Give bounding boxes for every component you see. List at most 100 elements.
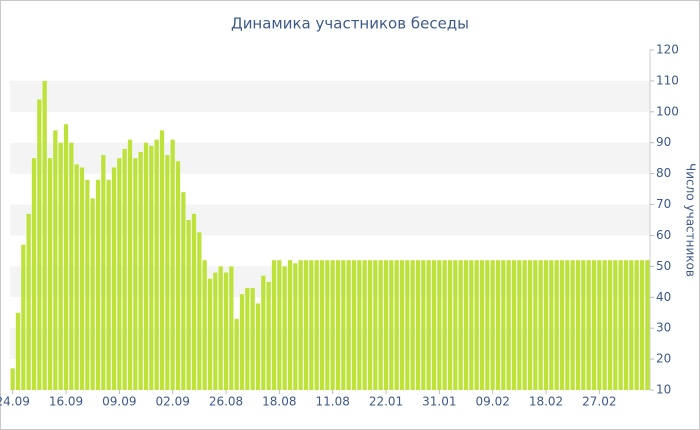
x-tick-label: 09.02 xyxy=(475,395,509,409)
bar xyxy=(37,99,42,391)
y-tick-label: 100 xyxy=(656,104,679,118)
bar xyxy=(138,152,143,390)
bar xyxy=(245,288,250,390)
bar xyxy=(298,260,303,390)
bar xyxy=(277,260,282,390)
bar xyxy=(517,260,522,390)
bar xyxy=(95,179,101,390)
bar xyxy=(389,260,394,390)
bar xyxy=(586,260,591,390)
bar xyxy=(293,263,298,390)
bar xyxy=(69,142,74,390)
bar xyxy=(613,260,618,390)
bar xyxy=(362,260,367,390)
bar xyxy=(554,260,559,390)
bar xyxy=(117,158,122,390)
bar xyxy=(602,260,607,390)
bar xyxy=(207,278,213,390)
x-tick-label: 02.09 xyxy=(155,395,189,409)
bar xyxy=(559,260,565,390)
bar xyxy=(335,260,341,390)
y-tick-label: 20 xyxy=(656,352,671,366)
bar xyxy=(453,260,458,390)
bar xyxy=(415,260,421,390)
bar xyxy=(325,260,330,390)
bar xyxy=(170,139,175,390)
bar xyxy=(202,260,207,390)
x-tick-label: 31.01 xyxy=(422,395,456,409)
bar xyxy=(597,260,602,390)
chart-title: Динамика участников беседы xyxy=(231,15,469,33)
bar xyxy=(522,260,527,390)
bar xyxy=(495,260,501,390)
bar xyxy=(181,192,186,390)
bar xyxy=(410,260,415,390)
bar xyxy=(549,260,554,390)
bar xyxy=(565,260,570,390)
bar xyxy=(431,260,437,390)
bar xyxy=(319,260,325,390)
y-tick-label: 80 xyxy=(656,166,671,180)
bar xyxy=(623,260,629,390)
bar xyxy=(634,260,639,390)
bar xyxy=(266,281,271,390)
bar xyxy=(261,275,266,390)
grid-band xyxy=(10,204,650,236)
bar xyxy=(485,260,490,390)
bar xyxy=(351,260,357,390)
y-tick-label: 90 xyxy=(656,135,671,149)
grid-band xyxy=(10,266,650,298)
y-tick-label: 10 xyxy=(656,383,671,397)
bar xyxy=(501,260,506,390)
bar xyxy=(127,139,133,390)
bar xyxy=(618,260,623,390)
bar xyxy=(367,260,373,390)
bar xyxy=(463,260,469,390)
bar xyxy=(474,260,479,390)
bar xyxy=(533,260,538,390)
bar xyxy=(154,139,159,390)
bar xyxy=(346,260,351,390)
y-axis-label: Число участников xyxy=(684,163,698,277)
bar xyxy=(58,142,63,390)
bar xyxy=(442,260,447,390)
bar xyxy=(490,260,495,390)
bar xyxy=(341,260,346,390)
bar xyxy=(250,288,255,390)
bar xyxy=(191,213,197,390)
y-tick-label: 50 xyxy=(656,259,671,273)
bar xyxy=(421,260,426,390)
bar xyxy=(42,80,47,390)
grid-band xyxy=(10,80,650,112)
x-tick-label: 11.08 xyxy=(315,395,349,409)
bar xyxy=(282,266,287,390)
bar xyxy=(255,303,261,390)
bar xyxy=(53,130,58,390)
x-tick-label: 24.09 xyxy=(0,395,30,409)
bar xyxy=(314,260,319,390)
x-tick-label: 18.02 xyxy=(529,395,563,409)
bar xyxy=(165,155,170,390)
bar xyxy=(287,260,293,390)
bar xyxy=(394,260,399,390)
bar xyxy=(458,260,463,390)
bar xyxy=(239,294,245,390)
bar xyxy=(591,260,597,390)
bar xyxy=(506,260,511,390)
bar xyxy=(101,155,106,390)
bar xyxy=(175,161,181,390)
bar xyxy=(607,260,613,390)
bar xyxy=(303,260,309,390)
bar xyxy=(538,260,543,390)
bar xyxy=(639,260,645,390)
bar xyxy=(213,272,218,390)
bar xyxy=(21,244,26,390)
bar xyxy=(405,260,410,390)
bar xyxy=(149,145,154,390)
bar xyxy=(373,260,378,390)
bar xyxy=(15,312,21,390)
y-tick-label: 40 xyxy=(656,290,671,304)
bar xyxy=(511,260,517,390)
bar xyxy=(223,272,229,390)
